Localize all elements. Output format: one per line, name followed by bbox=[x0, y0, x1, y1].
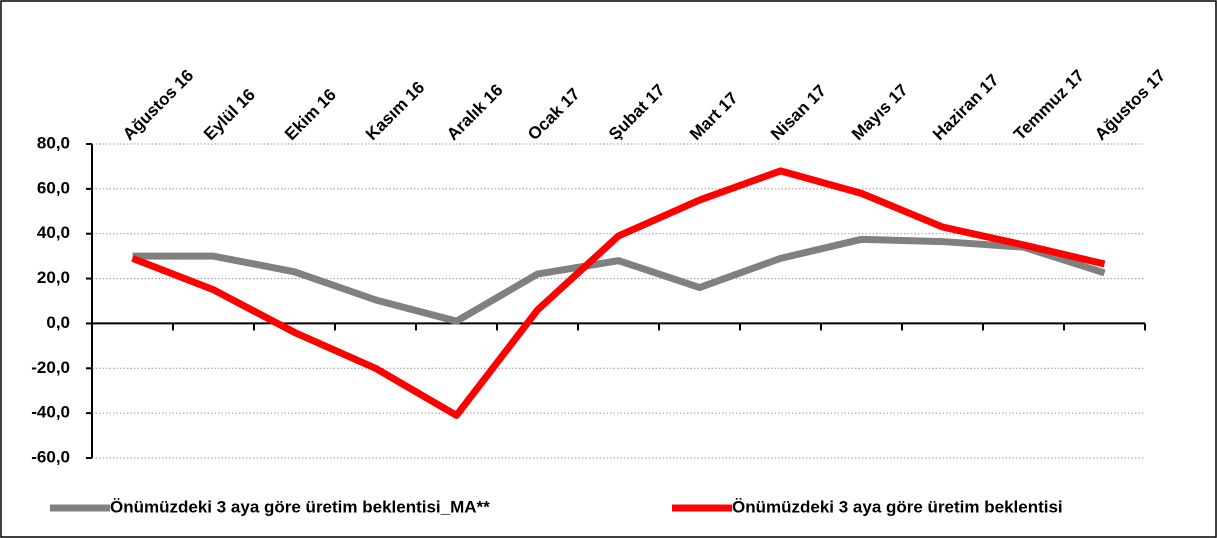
y-tick-label: 20,0 bbox=[37, 268, 70, 287]
series-line bbox=[131, 167, 1106, 419]
y-tick-label: -20,0 bbox=[31, 358, 70, 377]
y-tick-label: 0,0 bbox=[46, 313, 70, 332]
legend-label: Önümüzdeki 3 aya göre üretim beklentisi_… bbox=[110, 497, 490, 516]
y-tick-label: -40,0 bbox=[31, 403, 70, 422]
legend-label: Önümüzdeki 3 aya göre üretim beklentisi bbox=[732, 497, 1063, 516]
y-tick-label: 60,0 bbox=[37, 178, 70, 197]
series-line bbox=[132, 235, 1106, 325]
y-tick-label: 80,0 bbox=[37, 133, 70, 152]
y-tick-label: 40,0 bbox=[37, 223, 70, 242]
y-tick-label: -60,0 bbox=[31, 447, 70, 466]
